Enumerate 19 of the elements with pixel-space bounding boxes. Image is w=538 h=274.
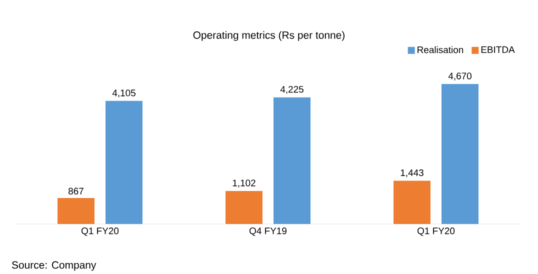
data-label: 4,105 bbox=[112, 90, 136, 98]
data-label: 4,225 bbox=[280, 86, 304, 94]
x-tick-label: Q4 FY19 bbox=[250, 228, 286, 236]
data-label: 1,102 bbox=[232, 180, 256, 188]
bar bbox=[394, 180, 431, 224]
data-label: 1,443 bbox=[400, 169, 424, 178]
chart-title: Operating metrics (Rs per tonne) bbox=[193, 31, 344, 41]
source-note: Source: Company bbox=[12, 261, 96, 271]
bar bbox=[106, 100, 143, 224]
bar bbox=[226, 190, 263, 224]
legend-label: Realisation bbox=[418, 46, 464, 54]
data-label: 867 bbox=[68, 188, 84, 194]
bar bbox=[274, 97, 311, 224]
legend-label: EBITDA bbox=[481, 46, 515, 53]
bar bbox=[442, 84, 479, 224]
x-tick-label: Q1 FY20 bbox=[82, 228, 119, 236]
data-label: 4,670 bbox=[448, 72, 472, 80]
bar bbox=[58, 198, 95, 224]
x-tick-label: Q1 FY20 bbox=[418, 228, 455, 236]
